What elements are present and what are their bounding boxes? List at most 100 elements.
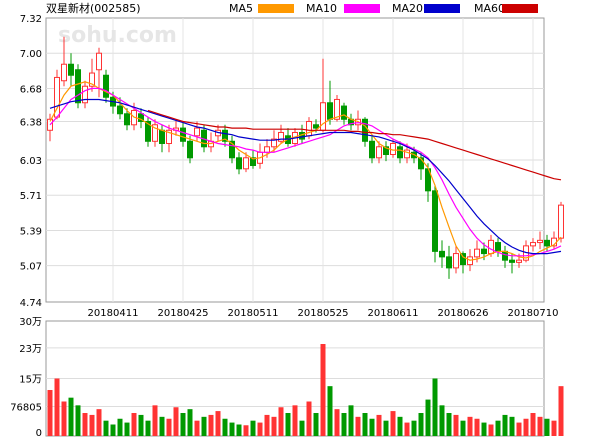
volume-bar: [68, 397, 74, 436]
volume-tick-label: 0: [36, 428, 42, 439]
legend-ma5-label: MA5: [229, 2, 253, 15]
volume-bar: [544, 418, 550, 436]
volume-bar: [285, 413, 291, 436]
legend: MA5 MA10 MA20 MA60: [229, 2, 538, 15]
ma10-line: [49, 87, 562, 257]
candle-down: [418, 157, 424, 170]
volume-bar: [397, 416, 403, 436]
ma60-line: [147, 109, 562, 181]
volume-bar: [313, 413, 319, 436]
volume-bar: [439, 405, 445, 436]
volume-bar: [362, 413, 368, 436]
candle-down: [544, 239, 550, 247]
volume-bar: [383, 420, 389, 436]
price-tick-label: 7.32: [20, 14, 42, 25]
volume-bar: [47, 390, 53, 436]
volume-bar: [138, 414, 144, 436]
candle-down: [250, 157, 256, 167]
price-tick-label: 4.74: [20, 298, 42, 309]
candle-down: [341, 105, 347, 120]
volume-bar: [474, 418, 480, 436]
volume-bar: [432, 378, 438, 436]
volume-bar: [502, 414, 508, 436]
candle-up: [404, 149, 410, 159]
price-tick-label: 5.71: [20, 191, 42, 202]
volume-bar: [187, 409, 193, 436]
candle-down: [313, 124, 319, 129]
ma20-line: [49, 98, 562, 255]
candle-up: [537, 239, 543, 244]
candle-down: [229, 140, 235, 159]
price-tick-label: 5.07: [20, 262, 42, 273]
candle-up: [558, 204, 564, 239]
volume-bar: [89, 414, 95, 436]
candle-up: [474, 248, 480, 258]
volume-bar: [481, 422, 487, 436]
date-tick-label: 20180411: [88, 308, 139, 319]
volume-tick-label: 23万: [19, 344, 42, 355]
candle-down: [236, 157, 242, 170]
date-tick-label: 20180425: [158, 308, 209, 319]
candle-down: [68, 63, 74, 76]
volume-bar: [124, 422, 130, 436]
volume-bar: [551, 420, 557, 436]
candle-up: [334, 98, 340, 120]
candle-up: [278, 131, 284, 142]
price-tick-label: 6.68: [20, 84, 42, 95]
price-tick-label: 7.00: [20, 49, 42, 60]
volume-bar: [460, 420, 466, 436]
volume-bar: [257, 422, 263, 436]
volume-bar: [509, 416, 515, 436]
legend-ma5-swatch: [258, 4, 294, 13]
candle-down: [460, 253, 466, 266]
volume-bar: [173, 407, 179, 436]
candle-up: [271, 138, 277, 148]
volume-bar: [166, 418, 172, 436]
candle-down: [103, 74, 109, 98]
date-tick-label: 20180626: [438, 308, 489, 319]
legend-ma20-swatch: [424, 4, 460, 13]
volume-bar: [278, 407, 284, 436]
date-tick-label: 20180525: [298, 308, 349, 319]
candle-down: [138, 113, 144, 122]
price-tick-label: 6.38: [20, 117, 42, 128]
legend-ma10-label: MA10: [306, 2, 337, 15]
volume-bar: [131, 413, 137, 436]
candle-up: [82, 85, 88, 104]
candle-up: [152, 124, 158, 142]
price-tick-label: 5.39: [20, 226, 42, 237]
volume-bar: [264, 414, 270, 436]
volume-bar: [250, 420, 256, 436]
volume-bar: [320, 344, 326, 436]
candle-up: [243, 157, 249, 170]
volume-bar: [446, 413, 452, 436]
candle-up: [530, 242, 536, 247]
volume-bar: [327, 386, 333, 436]
date-tick-label: 20180511: [228, 308, 279, 319]
candle-up: [376, 146, 382, 159]
volume-bar: [215, 411, 221, 436]
candle-up: [194, 127, 200, 137]
volume-bar: [376, 414, 382, 436]
volume-bar: [236, 424, 242, 436]
candle-up: [453, 253, 459, 269]
volume-bar: [558, 386, 564, 436]
volume-bar: [453, 414, 459, 436]
candle-down: [502, 250, 508, 261]
watermark: sohu.com: [58, 23, 177, 48]
candle-down: [446, 256, 452, 269]
candle-up: [166, 129, 172, 144]
candle-down: [180, 127, 186, 142]
moving-averages: [49, 81, 562, 261]
legend-ma60-label: MA60: [474, 2, 505, 15]
date-tick-label: 20180710: [508, 308, 559, 319]
volume-bar: [180, 413, 186, 436]
candle-down: [187, 140, 193, 159]
volume-bar: [467, 416, 473, 436]
volume-bar: [96, 409, 102, 436]
price-axis: 7.32 7.00 6.68 6.38 6.03 5.71 5.39 5.07 4.74: [20, 14, 42, 309]
date-axis: 20180411 20180425 20180511 20180525 20180611…: [88, 308, 559, 319]
candle-up: [488, 239, 494, 255]
volume-bar: [194, 420, 200, 436]
